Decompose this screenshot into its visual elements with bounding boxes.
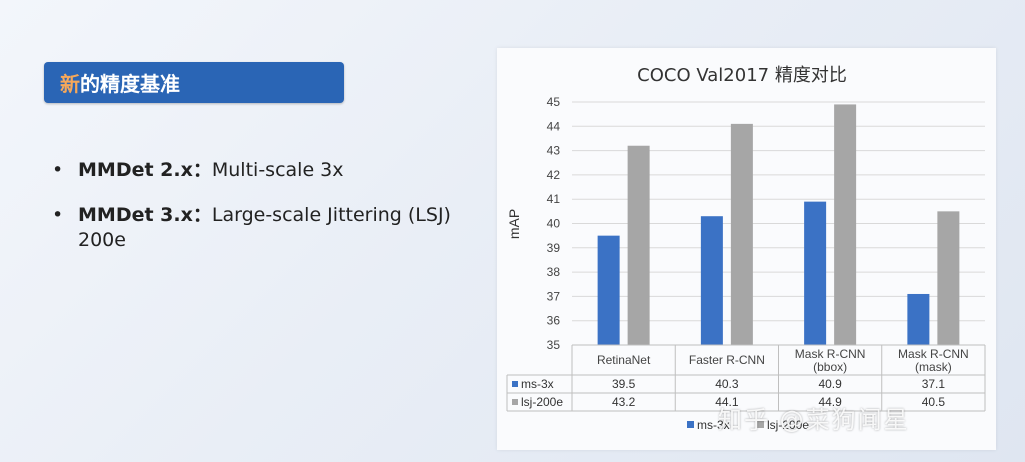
bar-lsj-200e (730, 123, 753, 346)
y-tick-label: 38 (547, 265, 561, 279)
data-label: 44.9 (818, 395, 842, 409)
legend-swatch (757, 421, 764, 428)
bullet-bold: MMDet 2.x： (78, 159, 212, 181)
bullet-item: • MMDet 3.x：Large-scale Jittering (LSJ) … (52, 203, 472, 253)
y-tick-label: 37 (547, 289, 561, 303)
y-tick-label: 39 (547, 241, 561, 255)
y-tick-label: 45 (547, 95, 561, 109)
series-name: ms-3x (521, 377, 554, 391)
bullet-bold: MMDet 3.x： (78, 204, 212, 226)
bullet-text: Large-scale Jittering (LSJ) 200e (78, 204, 451, 251)
bullet-list: • MMDet 2.x：Multi-scale 3x • MMDet 3.x：L… (52, 158, 472, 273)
bullet-text: Multi-scale 3x (211, 159, 344, 181)
legend-swatch (512, 381, 518, 387)
chart-title: COCO Val2017 精度对比 (637, 65, 847, 86)
data-label: 39.5 (612, 377, 636, 391)
y-tick-label: 42 (547, 168, 561, 182)
data-label: 40.5 (922, 395, 946, 409)
bar-lsj-200e (937, 211, 960, 345)
slide-title: 新的精度基准 (44, 62, 344, 103)
chart-card: COCO Val2017 精度对比 mAP 35 36 37 38 39 40 41 42 43… (497, 48, 996, 450)
data-label: 40.3 (715, 377, 739, 391)
bullet-content: MMDet 2.x：Multi-scale 3x (78, 158, 344, 183)
slide-title-accent: 新 (60, 72, 80, 96)
y-tick-label: 44 (547, 119, 561, 133)
category-label: (bbox) (813, 360, 847, 374)
legend-swatch (687, 421, 694, 428)
bar-ms-3x (700, 216, 723, 345)
y-tick-label: 40 (547, 217, 561, 231)
bullet-dot: • (52, 204, 64, 226)
bullet-item: • MMDet 2.x：Multi-scale 3x (52, 158, 472, 183)
legend-label: ms-3x (697, 418, 730, 432)
bar-lsj-200e (834, 104, 857, 346)
y-tick-label: 43 (547, 144, 561, 158)
data-label: 43.2 (612, 395, 636, 409)
bar-ms-3x (907, 293, 930, 345)
bar-ms-3x (597, 235, 620, 345)
category-label: Mask R-CNN (898, 347, 969, 361)
data-label: 37.1 (922, 377, 946, 391)
category-label: Mask R-CNN (795, 347, 866, 361)
y-tick-label: 41 (547, 192, 561, 206)
category-label: (mask) (915, 360, 952, 374)
watermark: 知乎 @菜狗闻星 (718, 406, 910, 434)
legend-swatch (512, 399, 518, 405)
y-tick-label: 35 (547, 338, 561, 352)
slide-title-text: 的精度基准 (80, 72, 180, 96)
category-label: RetinaNet (597, 353, 651, 367)
data-label: 40.9 (818, 377, 842, 391)
data-label: 44.1 (715, 395, 739, 409)
bar-ms-3x (804, 201, 827, 345)
category-label: Faster R-CNN (689, 353, 765, 367)
series-name: lsj-200e (521, 395, 563, 409)
bar-lsj-200e (627, 145, 650, 345)
y-axis-label: mAP (506, 209, 522, 239)
bar-chart: COCO Val2017 精度对比 mAP 35 36 37 38 39 40 41 42 43… (506, 65, 986, 432)
bullet-dot: • (52, 159, 64, 181)
y-tick-label: 36 (547, 314, 561, 328)
bullet-content: MMDet 3.x：Large-scale Jittering (LSJ) 20… (78, 203, 472, 253)
legend-label: lsj-200e (767, 418, 809, 432)
